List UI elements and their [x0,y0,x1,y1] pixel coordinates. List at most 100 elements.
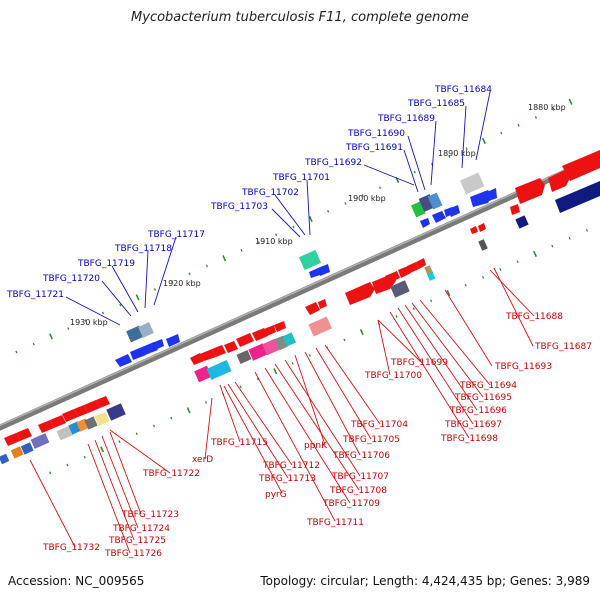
kbp-label-1910: 1910 kbp [255,237,293,246]
scale-tick [343,338,346,342]
scale-tick [464,283,467,287]
gene-label[interactable]: TBFG_11709 [322,499,380,509]
gene-label[interactable]: TBFG_11717 [147,230,205,240]
scale-tick [533,250,537,257]
scale-tick [344,202,347,205]
scale-tick [534,116,537,119]
scale-tick [49,471,52,475]
scale-tick [481,275,485,279]
scale-tick [517,123,520,127]
kbp-label-1890: 1890 kbp [438,149,476,158]
scale-tick [568,98,573,105]
gene-label[interactable]: TBFG_11685 [407,99,465,109]
scale-tick [465,147,468,151]
gene-label[interactable]: TBFG_11724 [112,524,170,534]
scale-tick [135,432,138,436]
gene-label[interactable]: xerD [192,455,213,465]
gene-label[interactable]: TBFG_11692 [304,158,362,168]
gene-label[interactable]: TBFG_11695 [454,393,512,403]
gene-label[interactable]: TBFG_11706 [332,451,390,461]
gene-label[interactable]: TBFG_11726 [104,549,162,559]
gene-label[interactable]: TBFG_11720 [42,274,100,284]
lower-label-group: TBFG_11688 TBFG_11687 TBFG_11693 TBFG_11… [42,312,592,559]
gene-label[interactable]: TBFG_11684 [434,85,492,95]
gene-label[interactable]: TBFG_11715 [210,438,268,448]
kbp-label-1880: 1880 kbp [528,103,566,112]
scale-tick [100,446,105,453]
scale-tick [516,260,519,264]
scale-tick [186,407,191,414]
gene-label[interactable]: TBFG_11725 [108,536,166,546]
gene-label[interactable]: TBFG_11704 [350,420,408,430]
kbp-label-1920: 1920 kbp [163,279,201,288]
gene-label[interactable]: TBFG_11690 [347,129,405,139]
gene-label[interactable]: TBFG_11721 [6,290,64,300]
genome-backbone-highlight [0,153,600,427]
gene-label[interactable]: TBFG_11699 [390,358,448,368]
scale-tick [446,289,451,297]
gene-label[interactable]: TBFG_11713 [258,474,316,484]
gene-label[interactable]: TBFG_11694 [459,381,517,391]
gene-label[interactable]: TBFG_11712 [262,461,320,471]
scale-tick [552,108,555,111]
genome-title: Mycobacterium tuberculosis F11, complete… [131,10,469,25]
gene-label[interactable]: TBFG_11700 [364,371,422,381]
scale-tick [118,440,121,443]
gene-label[interactable]: TBFG_11705 [342,435,400,445]
scale-tick [378,186,382,190]
scale-tick [257,241,260,244]
gene-label[interactable]: TBFG_11701 [272,173,330,183]
gene-label[interactable]: TBFG_11707 [331,472,389,482]
scale-tick [256,377,260,381]
gene-label[interactable]: TBFG_11719 [77,259,135,269]
upper-leader-lines [65,91,491,326]
scale-tick [273,368,278,375]
scale-tick [275,233,278,237]
gene-label[interactable]: TBFG_11703 [210,202,268,212]
scale-tick [499,268,502,271]
gene-label[interactable]: pyrG [265,490,287,500]
gene-label[interactable]: TBFG_11732 [42,543,100,553]
topology-text: Topology: circular; Length: 4,424,435 bp… [260,574,590,588]
scale-tick [188,272,191,276]
scale-tick [292,225,295,229]
lower-leader-lines [29,267,535,554]
scale-tick [585,229,589,232]
gene-label[interactable]: TBFG_11708 [329,486,387,496]
gene-label[interactable]: TBFG_11687 [534,342,592,352]
gene-label[interactable]: TBFG_11698 [440,434,498,444]
scale-tick [481,137,486,144]
gene-label[interactable]: ppnK [304,441,328,451]
gene-label[interactable]: TBFG_11691 [345,143,403,153]
scale-tick [205,264,208,268]
scale-tick [152,424,156,428]
scale-tick [239,385,242,389]
scale-tick [359,329,364,336]
gene-label[interactable]: TBFG_11711 [306,518,364,528]
scale-tick [15,350,18,354]
gene-label[interactable]: TBFG_11693 [494,362,552,372]
gene-label[interactable]: TBFG_11722 [142,469,200,479]
upper-gene-track [115,172,497,367]
scale-tick [551,244,554,248]
gene-label[interactable]: TBFG_11689 [377,114,435,124]
kbp-label-1930: 1930 kbp [70,318,108,327]
gene-label[interactable]: TBFG_11688 [505,312,563,322]
gene-label[interactable]: TBFG_11696 [449,406,507,416]
scale-tick [171,280,174,284]
gene-label[interactable]: TBFG_11702 [241,188,299,198]
gene-label[interactable]: TBFG_11718 [114,244,172,254]
scale-tick [413,170,416,174]
scale-tick [222,255,227,262]
gene-label[interactable]: TBFG_11723 [121,510,179,520]
scale-tick [84,319,87,323]
scale-tick [153,288,157,291]
scale-tick [308,216,313,223]
gene-label[interactable]: TBFG_11697 [444,420,502,430]
scale-tick [119,303,122,307]
scale-tick [448,155,451,158]
scale-tick [361,194,364,197]
upper-label-group: TBFG_11684 TBFG_11685 TBFG_11689 TBFG_11… [6,85,492,300]
accession-text: Accession: NC_009565 [8,574,145,588]
